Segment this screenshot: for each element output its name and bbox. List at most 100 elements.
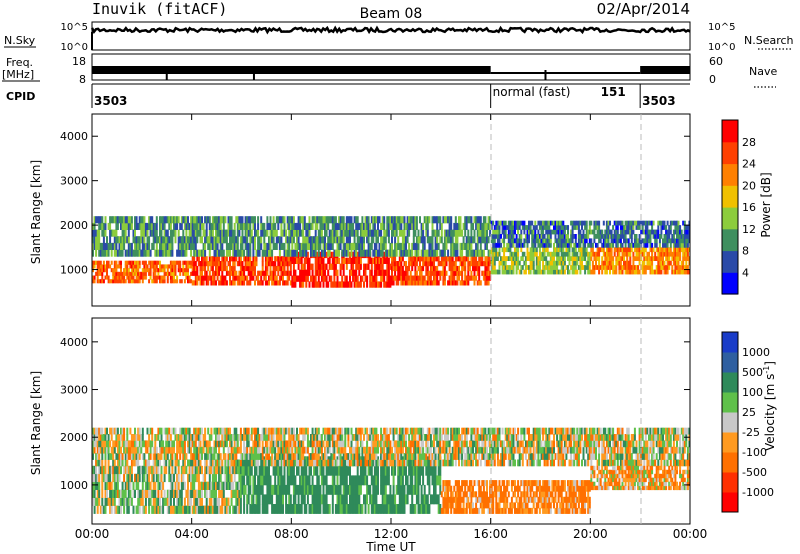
heatmap-cell	[292, 216, 295, 224]
heatmap-cell	[339, 216, 342, 224]
heatmap-cell	[515, 269, 518, 275]
heatmap-cell	[322, 263, 325, 270]
heatmap-cell	[458, 222, 460, 230]
heatmap-cell	[241, 222, 244, 230]
heatmap-cell	[515, 220, 518, 226]
heatmap-cell	[163, 236, 166, 244]
heatmap-cell	[574, 251, 577, 257]
heatmap-cell	[109, 236, 112, 244]
heatmap-cell	[451, 280, 454, 286]
heatmap-cell	[677, 229, 680, 235]
heatmap-cell	[317, 475, 320, 486]
heatmap-cell	[274, 242, 277, 250]
heatmap-cell	[144, 260, 147, 265]
heatmap-cell	[283, 465, 286, 476]
heatmap-cell	[294, 242, 297, 250]
heatmap-cell	[93, 505, 96, 514]
heatmap-cell	[674, 225, 677, 230]
heatmap-cell	[588, 251, 591, 257]
heatmap-cell	[101, 489, 104, 498]
heatmap-cell	[146, 465, 149, 475]
heatmap-cell	[252, 236, 255, 244]
heatmap-cell	[598, 269, 601, 275]
heatmap-cell	[236, 216, 239, 224]
heatmap-cell	[196, 275, 199, 281]
heatmap-cell	[249, 504, 252, 514]
heatmap-cell	[585, 225, 588, 230]
heatmap-cell	[271, 256, 274, 262]
heatmap-cell	[397, 216, 400, 224]
heatmap-cell	[107, 249, 110, 257]
heatmap-cell	[464, 242, 467, 250]
heatmap-cell	[113, 260, 116, 265]
heatmap-cell	[665, 247, 668, 253]
heatmap-cell	[359, 257, 362, 264]
heatmap-cell	[123, 279, 126, 284]
heatmap-cell	[666, 256, 669, 261]
heatmap-cell	[322, 257, 325, 264]
heatmap-cell	[470, 502, 473, 509]
heatmap-cell	[152, 473, 155, 483]
heatmap-cell	[98, 489, 101, 498]
heatmap-cell	[187, 279, 189, 284]
heatmap-cell	[571, 234, 574, 239]
colorbar-tick-label: 4	[742, 266, 749, 279]
heatmap-cell	[201, 249, 203, 257]
heatmap-cell	[680, 238, 683, 244]
heatmap-cell	[255, 261, 258, 267]
heatmap-cell	[537, 502, 540, 509]
heatmap-cell	[434, 216, 437, 224]
heatmap-cell	[235, 236, 238, 244]
heatmap-cell	[605, 247, 608, 253]
heatmap-cell	[202, 256, 205, 262]
heatmap-cell	[476, 229, 479, 237]
heatmap-cell	[666, 238, 669, 244]
heatmap-cell	[341, 236, 344, 244]
heatmap-cell	[613, 234, 616, 239]
heatmap-cell	[514, 225, 516, 230]
heatmap-cell	[484, 491, 487, 498]
heatmap-cell	[109, 222, 112, 230]
heatmap-cell	[322, 222, 325, 230]
heatmap-cell	[389, 249, 392, 257]
heatmap-cell	[266, 270, 269, 276]
heatmap-cell	[476, 496, 479, 503]
heatmap-cell	[387, 257, 390, 264]
heatmap-cell	[331, 251, 334, 259]
heatmap-cell	[529, 491, 532, 498]
heatmap-cell	[314, 275, 317, 282]
heatmap-cell	[514, 220, 516, 226]
heatmap-cell	[383, 222, 386, 230]
heatmap-cell	[215, 261, 217, 267]
heatmap-cell	[328, 242, 331, 250]
heatmap-cell	[193, 473, 196, 483]
heatmap-cell	[688, 256, 691, 261]
heatmap-cell	[255, 465, 258, 476]
heatmap-cell	[649, 242, 652, 248]
heatmap-cell	[490, 256, 493, 261]
heatmap-cell	[493, 225, 496, 230]
heatmap-cell	[557, 256, 560, 261]
heatmap-cell	[130, 279, 133, 284]
heatmap-cell	[595, 242, 597, 248]
heatmap-cell	[233, 473, 236, 483]
heatmap-cell	[137, 465, 140, 475]
heatmap-cell	[679, 251, 682, 257]
heatmap-cell	[288, 465, 291, 476]
heatmap-cell	[375, 504, 378, 514]
heatmap-cell	[296, 249, 298, 257]
heatmap-cell	[235, 465, 238, 475]
heatmap-cell	[138, 242, 141, 250]
heatmap-cell	[163, 489, 166, 498]
heatmap-cell	[135, 216, 138, 224]
heatmap-cell	[370, 242, 373, 250]
heatmap-cell	[244, 242, 247, 250]
heatmap-cell	[434, 270, 437, 276]
heatmap-cell	[482, 270, 485, 276]
heatmap-cell	[232, 465, 235, 475]
heatmap-cell	[598, 229, 601, 235]
heatmap-cell	[257, 222, 260, 230]
heatmap-cell	[414, 265, 417, 272]
heatmap-cell	[546, 220, 549, 226]
heatmap-cell	[591, 242, 594, 248]
